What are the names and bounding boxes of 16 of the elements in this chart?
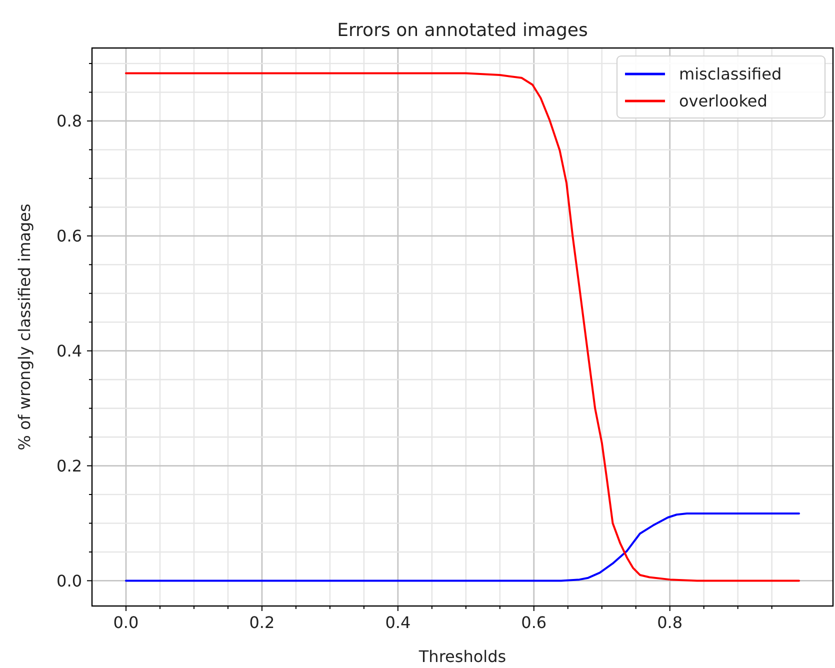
x-tick-label: 0.8 — [657, 613, 683, 632]
y-tick-label: 0.4 — [56, 341, 82, 360]
x-tick-label: 0.2 — [249, 613, 275, 632]
legend-label: misclassified — [679, 64, 782, 84]
y-axis-title: % of wrongly classified images — [15, 204, 34, 450]
legend-label: overlooked — [679, 92, 768, 111]
chart-title: Errors on annotated images — [337, 20, 588, 41]
x-axis-title: Thresholds — [418, 647, 506, 666]
y-tick-label: 0.0 — [56, 571, 82, 590]
y-tick-label: 0.8 — [56, 112, 82, 131]
x-tick-label: 0.4 — [385, 613, 411, 632]
y-tick-label: 0.6 — [56, 226, 82, 246]
line-series — [124, 512, 800, 582]
x-tick-label: 0.6 — [521, 613, 547, 632]
x-tick-label: 0.0 — [113, 613, 139, 632]
y-tick-label: 0.2 — [56, 456, 82, 476]
